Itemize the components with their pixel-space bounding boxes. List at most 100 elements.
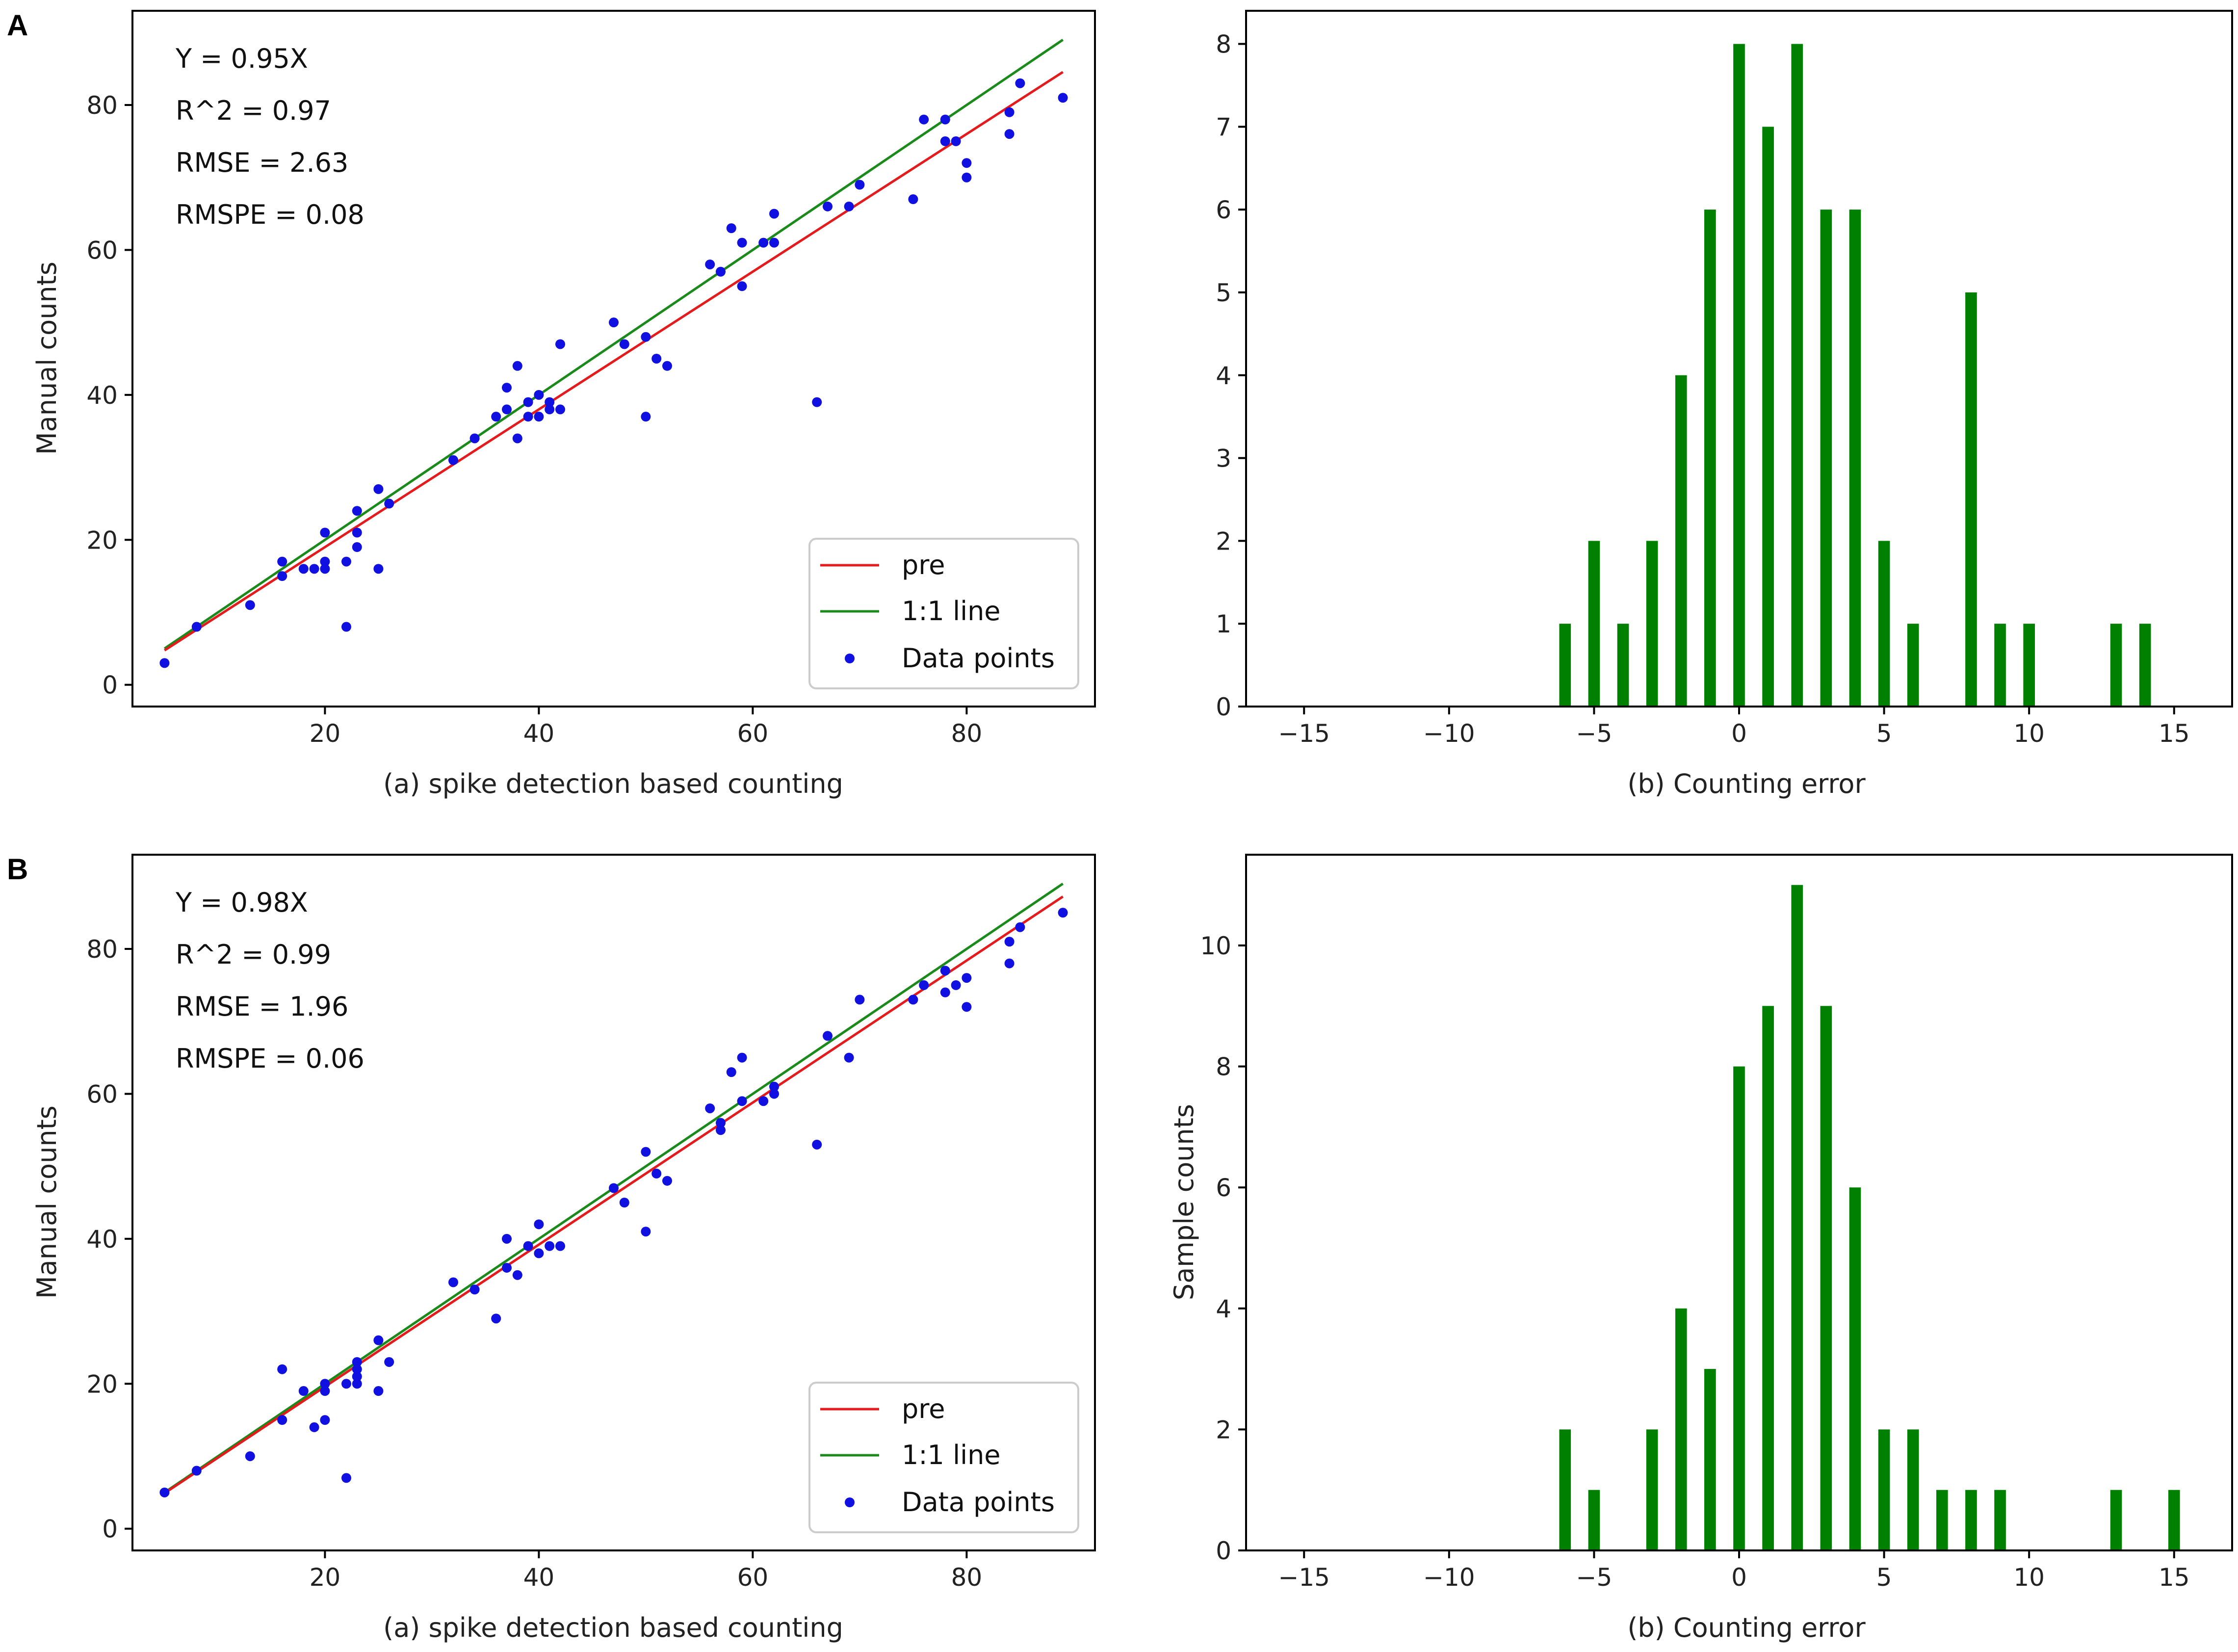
plot-frame [131, 10, 1096, 708]
histogram-bar [1791, 44, 1803, 707]
data-point [277, 556, 287, 567]
stat-equation: Y = 0.98X [175, 887, 308, 918]
histogram-bar [1820, 1006, 1832, 1550]
x-tick-label: 80 [951, 719, 983, 748]
data-point [545, 397, 555, 407]
stat-r2: R^2 = 0.99 [176, 939, 331, 970]
histogram-bar [1936, 1490, 1948, 1550]
data-point [320, 564, 330, 574]
data-point [502, 1233, 512, 1244]
data-point [373, 1386, 384, 1396]
data-point [245, 600, 255, 610]
data-point [940, 136, 950, 146]
data-point [320, 556, 330, 567]
x-tick-label: −15 [1278, 719, 1330, 748]
y-tick-label: 5 [1216, 279, 1231, 307]
data-point [758, 237, 769, 248]
data-point [908, 995, 918, 1005]
data-point [769, 237, 779, 248]
histogram-bar [1617, 624, 1629, 707]
y-tick-label: 8 [1216, 30, 1231, 59]
data-point [1004, 937, 1015, 947]
data-point [191, 622, 202, 632]
data-point [737, 1096, 747, 1106]
data-point [159, 658, 170, 668]
histogram-bar [1994, 1490, 2006, 1550]
data-point [1004, 958, 1015, 969]
data-point [341, 622, 351, 632]
y-tick-label: 0 [1216, 1537, 1231, 1565]
data-point [716, 266, 726, 277]
legend-swatch-points [845, 654, 855, 663]
data-point [352, 1379, 362, 1389]
x-axis-label: (a) spike detection based counting [383, 1612, 843, 1643]
data-point [191, 1466, 202, 1476]
data-point [919, 114, 929, 125]
data-point [309, 564, 319, 574]
x-tick-label: 20 [310, 719, 341, 748]
legend-label-one-to-one: 1:1 line [902, 1440, 1001, 1470]
data-point [962, 1002, 972, 1012]
data-point [662, 361, 672, 371]
data-point [737, 237, 747, 248]
data-point [320, 527, 330, 538]
x-tick-label: 60 [737, 1563, 769, 1592]
x-tick-label: −10 [1423, 1563, 1475, 1592]
histogram-bar [2110, 1490, 2122, 1550]
y-tick-label: 80 [86, 935, 118, 964]
histogram-bar [1559, 1429, 1571, 1550]
histogram-bar [1849, 1187, 1861, 1550]
data-point [523, 1241, 533, 1251]
data-point [373, 564, 384, 574]
data-point [940, 114, 950, 125]
y-tick-label: 0 [102, 671, 118, 700]
y-tick-label: 1 [1216, 610, 1231, 638]
data-point [491, 412, 501, 422]
x-tick-label: 20 [310, 1563, 341, 1592]
data-point [502, 404, 512, 415]
data-point [545, 404, 555, 415]
y-tick-label: 0 [1216, 693, 1231, 721]
legend: pre 1:1 line Data points [808, 1382, 1079, 1533]
histogram-bar [1588, 1490, 1600, 1550]
y-tick-label: 80 [86, 91, 118, 120]
data-point [469, 433, 480, 444]
fit-line [164, 71, 1064, 652]
data-point [726, 223, 736, 234]
data-point [812, 397, 822, 407]
one-to-one-line [163, 39, 1064, 650]
histogram-b: −15 −10 −5 0 5 10 15 0 2 4 6 8 10 (b) Counting error… [1169, 854, 2233, 1643]
data-point [320, 1386, 330, 1396]
data-point [769, 209, 779, 219]
y-tick-label: 4 [1216, 362, 1231, 390]
data-point [545, 1241, 555, 1251]
data-point [320, 1415, 330, 1425]
data-point [962, 973, 972, 983]
data-point [940, 987, 950, 997]
x-axis-label: (b) Counting error [1627, 1612, 1866, 1643]
data-point [555, 1241, 565, 1251]
data-point [716, 1125, 726, 1135]
data-point [352, 542, 362, 552]
histogram-bar [1559, 624, 1571, 707]
y-tick-label: 2 [1216, 527, 1231, 555]
data-point [523, 412, 533, 422]
histogram-bar [1646, 541, 1658, 707]
legend-label-points: Data points [902, 643, 1055, 674]
histogram-bar [1588, 541, 1600, 707]
data-point [919, 980, 929, 990]
legend-swatch-points [845, 1497, 855, 1507]
histogram-bar [2139, 624, 2151, 707]
y-tick-label: 3 [1216, 445, 1231, 473]
x-tick-label: −10 [1423, 719, 1475, 748]
data-point [298, 1386, 309, 1396]
x-axis-label: (a) spike detection based counting [383, 768, 843, 799]
data-point [726, 1067, 736, 1077]
data-point [705, 259, 715, 269]
x-tick-label: −5 [1576, 719, 1613, 748]
data-point [534, 1219, 544, 1230]
data-point [352, 1357, 362, 1367]
histogram-bar [1704, 210, 1716, 707]
histogram-bar [1878, 1429, 1890, 1550]
data-point [245, 1451, 255, 1461]
